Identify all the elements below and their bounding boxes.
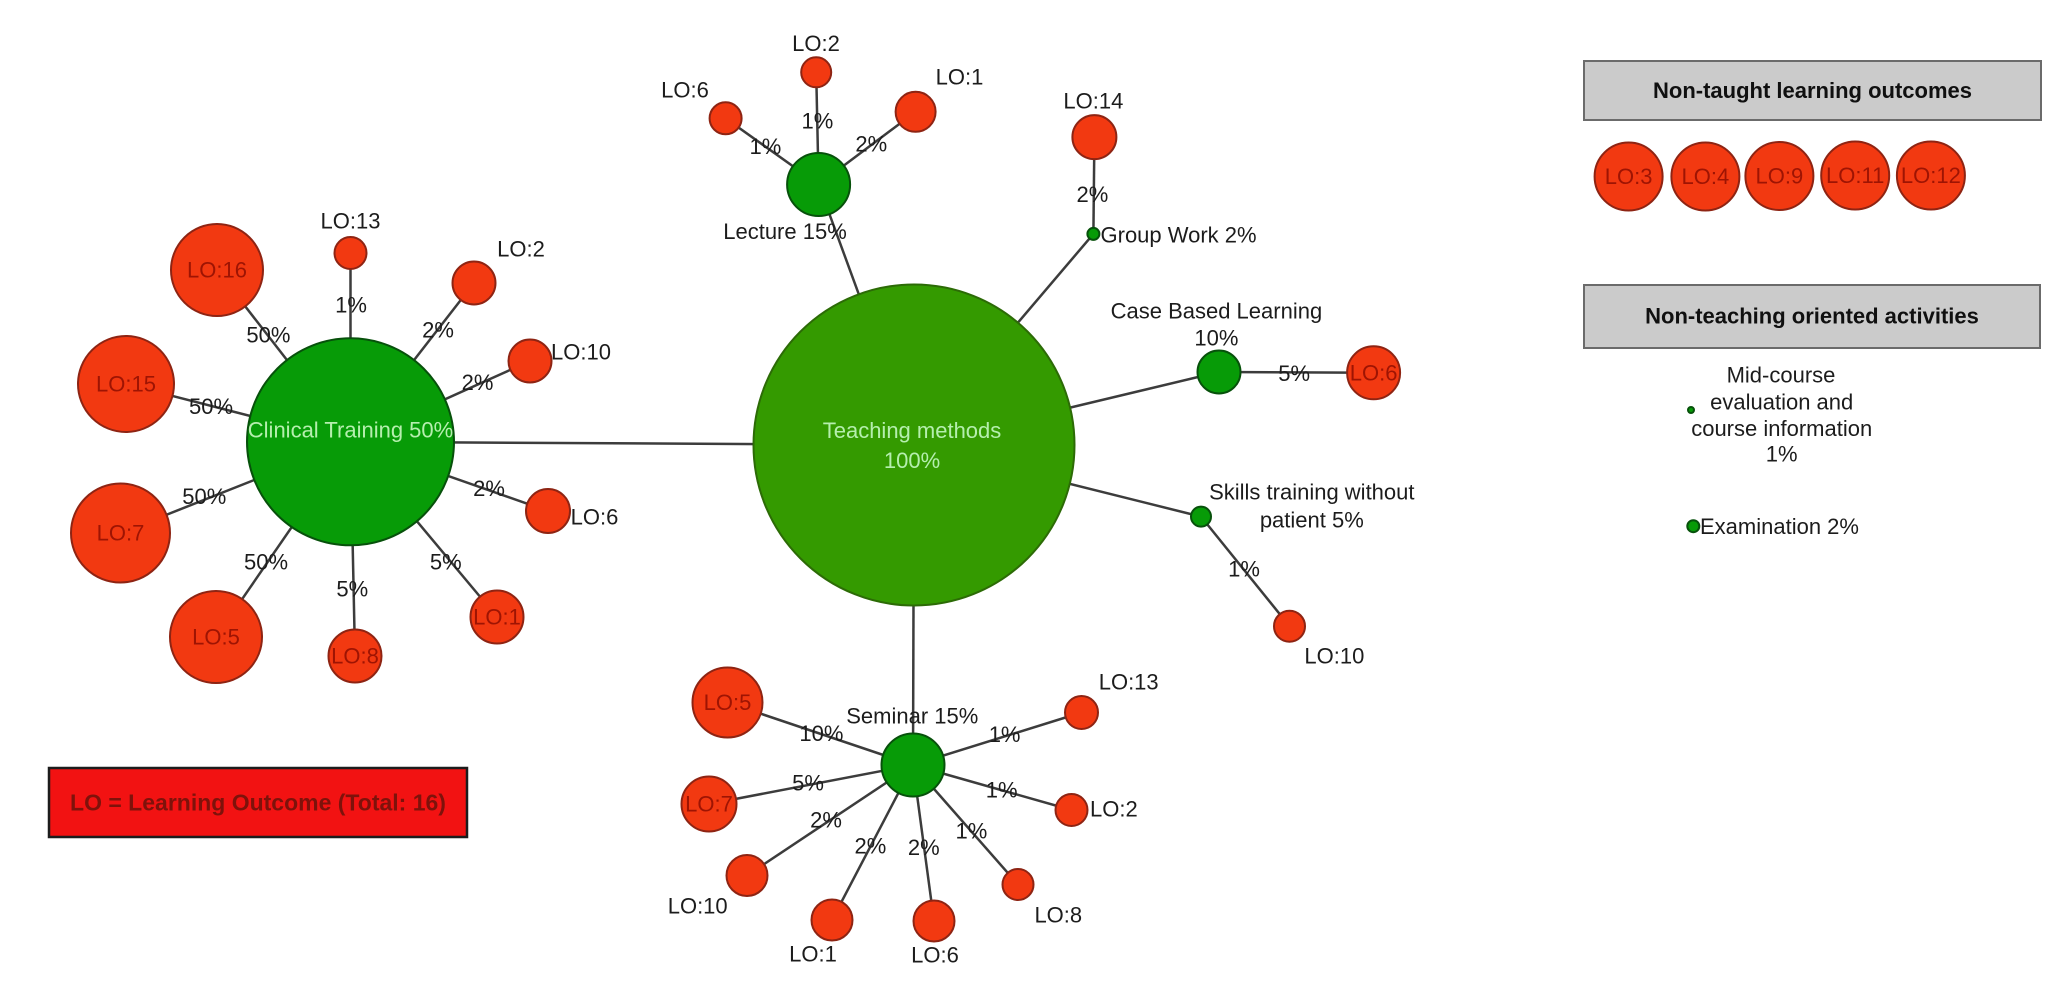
- svg-text:2%: 2%: [422, 318, 454, 343]
- svg-text:LO:16: LO:16: [187, 258, 247, 283]
- svg-text:50%: 50%: [244, 550, 288, 575]
- svg-text:1%: 1%: [956, 819, 988, 844]
- svg-text:1%: 1%: [335, 293, 367, 318]
- svg-text:2%: 2%: [462, 370, 494, 395]
- svg-text:1%: 1%: [989, 722, 1021, 747]
- svg-text:1%: 1%: [802, 108, 834, 133]
- svg-text:LO:15: LO:15: [96, 372, 156, 397]
- svg-text:10%: 10%: [1194, 326, 1238, 351]
- svg-text:LO:5: LO:5: [192, 625, 240, 650]
- svg-text:2%: 2%: [855, 833, 887, 858]
- svg-text:5%: 5%: [792, 771, 824, 796]
- svg-text:2%: 2%: [810, 807, 842, 832]
- svg-text:LO:1: LO:1: [936, 65, 984, 90]
- svg-text:Mid-course: Mid-course: [1727, 363, 1836, 388]
- svg-text:LO:9: LO:9: [1756, 164, 1804, 189]
- svg-text:LO:7: LO:7: [685, 792, 733, 817]
- svg-text:LO:10: LO:10: [1304, 644, 1364, 669]
- svg-text:Non-taught learning outcomes: Non-taught learning outcomes: [1653, 78, 1972, 103]
- svg-text:LO:2: LO:2: [497, 237, 545, 262]
- svg-text:5%: 5%: [1278, 361, 1310, 386]
- svg-text:Skills training without: Skills training without: [1209, 480, 1414, 505]
- svg-text:Examination 2%: Examination 2%: [1700, 514, 1859, 539]
- svg-text:LO:1: LO:1: [789, 942, 837, 967]
- svg-text:LO:6: LO:6: [661, 78, 709, 103]
- svg-text:50%: 50%: [246, 323, 290, 348]
- svg-text:2%: 2%: [908, 835, 940, 860]
- svg-text:Group Work 2%: Group Work 2%: [1101, 222, 1257, 247]
- svg-text:LO:8: LO:8: [331, 644, 379, 669]
- svg-text:LO:13: LO:13: [1099, 670, 1159, 695]
- svg-text:LO:6: LO:6: [571, 505, 619, 530]
- svg-text:1%: 1%: [986, 778, 1018, 803]
- svg-text:Non-teaching oriented activiti: Non-teaching oriented activities: [1645, 304, 1979, 329]
- svg-text:5%: 5%: [430, 549, 462, 574]
- svg-text:LO:8: LO:8: [1034, 903, 1082, 928]
- svg-text:LO:10: LO:10: [668, 894, 728, 919]
- svg-text:LO:2: LO:2: [1090, 797, 1138, 822]
- svg-text:Case Based Learning: Case Based Learning: [1111, 299, 1323, 324]
- svg-text:course information: course information: [1691, 416, 1872, 441]
- svg-text:1%: 1%: [1228, 557, 1260, 582]
- svg-text:1%: 1%: [1766, 442, 1798, 467]
- svg-text:2%: 2%: [1077, 182, 1109, 207]
- svg-text:LO:4: LO:4: [1682, 164, 1730, 189]
- svg-text:evaluation and: evaluation and: [1710, 390, 1853, 415]
- svg-text:Seminar 15%: Seminar 15%: [846, 704, 978, 729]
- svg-text:2%: 2%: [473, 476, 505, 501]
- svg-text:5%: 5%: [336, 577, 368, 602]
- svg-text:50%: 50%: [189, 394, 233, 419]
- svg-text:LO:5: LO:5: [704, 690, 752, 715]
- svg-text:LO:6: LO:6: [1350, 361, 1398, 386]
- svg-text:LO = Learning Outcome (Total:: LO = Learning Outcome (Total: 16): [70, 790, 446, 816]
- svg-text:LO:7: LO:7: [97, 521, 145, 546]
- svg-text:LO:3: LO:3: [1605, 164, 1653, 189]
- svg-text:1%: 1%: [750, 134, 782, 159]
- svg-text:patient 5%: patient 5%: [1260, 508, 1364, 533]
- svg-text:100%: 100%: [884, 448, 940, 473]
- svg-text:LO:1: LO:1: [473, 605, 521, 630]
- svg-text:Clinical Training 50%: Clinical Training 50%: [248, 418, 453, 443]
- svg-text:50%: 50%: [182, 484, 226, 509]
- svg-text:LO:12: LO:12: [1901, 163, 1961, 188]
- svg-text:LO:2: LO:2: [792, 31, 840, 56]
- svg-text:Teaching methods: Teaching methods: [823, 418, 1002, 443]
- svg-text:10%: 10%: [799, 721, 843, 746]
- svg-text:LO:6: LO:6: [911, 943, 959, 968]
- svg-text:LO:11: LO:11: [1826, 163, 1884, 188]
- svg-text:LO:10: LO:10: [551, 340, 611, 365]
- svg-text:LO:13: LO:13: [321, 209, 381, 234]
- svg-text:LO:14: LO:14: [1063, 89, 1123, 114]
- svg-text:Lecture 15%: Lecture 15%: [723, 219, 847, 244]
- svg-text:2%: 2%: [855, 131, 887, 156]
